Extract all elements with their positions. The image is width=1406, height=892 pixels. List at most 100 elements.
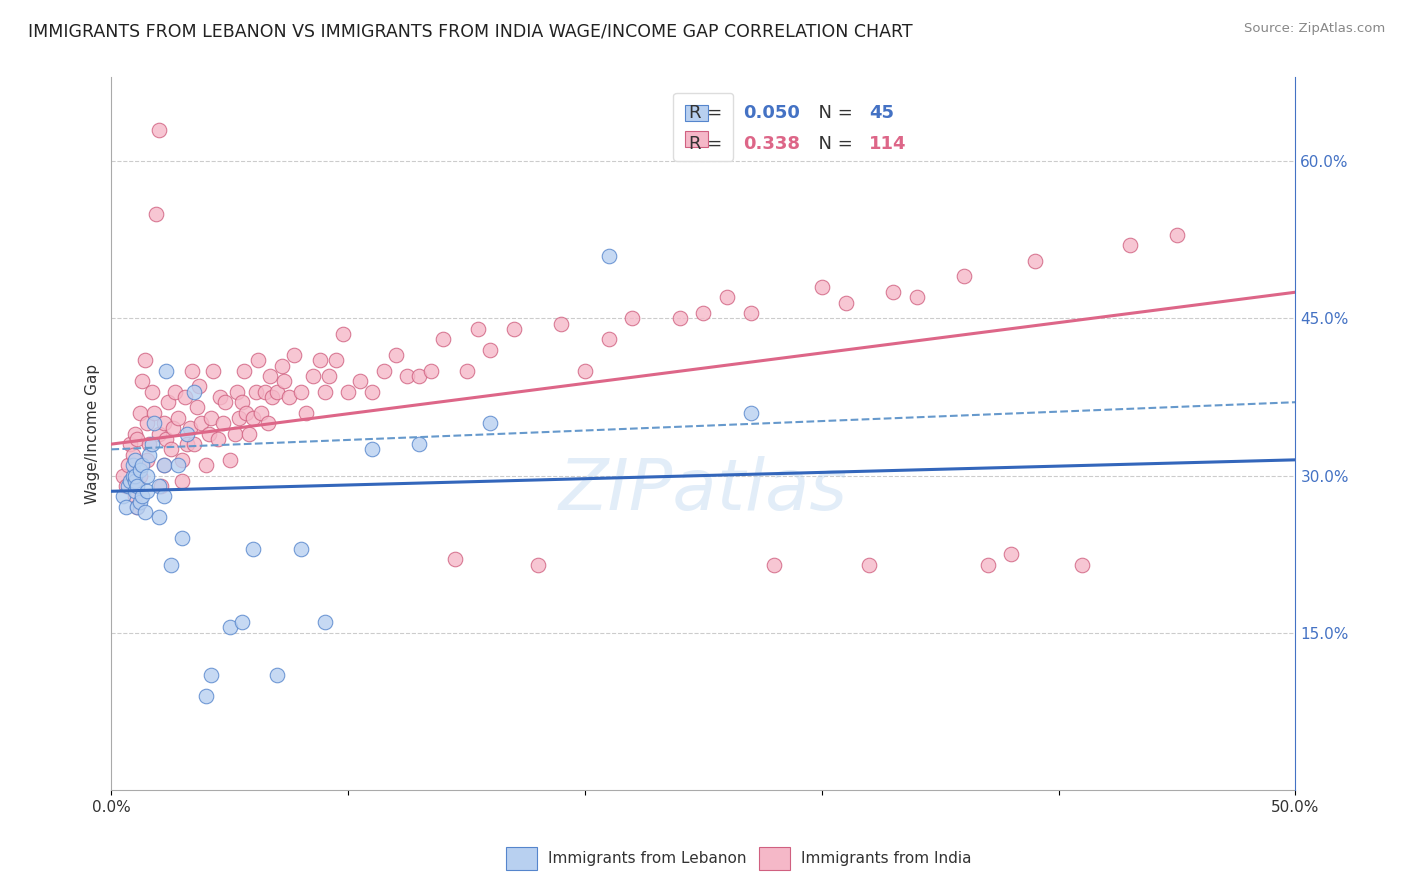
Point <box>124 490 146 504</box>
Point <box>120 474 142 488</box>
Point <box>143 406 166 420</box>
Point <box>271 359 294 373</box>
Point <box>131 490 153 504</box>
Point <box>145 206 167 220</box>
Point <box>249 406 271 420</box>
Point <box>228 411 250 425</box>
Point <box>262 390 284 404</box>
Text: ZIPatlas: ZIPatlas <box>560 456 848 525</box>
Point <box>165 384 187 399</box>
Point <box>155 364 177 378</box>
Point <box>337 384 360 399</box>
Point <box>245 384 267 399</box>
Text: Source: ZipAtlas.com: Source: ZipAtlas.com <box>1244 22 1385 36</box>
Point <box>152 416 174 430</box>
Point <box>247 353 270 368</box>
Point <box>273 374 295 388</box>
Point <box>200 667 222 681</box>
Text: N =: N = <box>807 103 859 122</box>
Point <box>124 426 146 441</box>
Point <box>740 306 762 320</box>
Point <box>179 421 201 435</box>
Point <box>218 620 240 634</box>
Point <box>124 468 146 483</box>
Point <box>152 490 174 504</box>
Point <box>148 510 170 524</box>
Point <box>396 369 419 384</box>
Point <box>128 468 150 483</box>
Point <box>134 353 156 368</box>
Point <box>976 558 998 572</box>
Point <box>1000 547 1022 561</box>
Point <box>159 442 181 457</box>
Y-axis label: Wage/Income Gap: Wage/Income Gap <box>86 364 100 504</box>
Point <box>254 384 277 399</box>
Point <box>503 322 526 336</box>
Point <box>127 432 149 446</box>
Point <box>121 468 143 483</box>
Point <box>128 406 150 420</box>
Point <box>202 364 225 378</box>
Point <box>290 384 312 399</box>
Point <box>1024 253 1046 268</box>
Point <box>131 458 153 472</box>
Point <box>128 463 150 477</box>
Point <box>373 364 395 378</box>
Point <box>242 541 264 556</box>
Point <box>195 458 218 472</box>
Point <box>183 384 205 399</box>
Point <box>1166 227 1188 242</box>
Point <box>188 379 211 393</box>
Point <box>197 426 219 441</box>
Text: N =: N = <box>807 135 859 153</box>
Point <box>128 494 150 508</box>
Point <box>266 384 288 399</box>
Point <box>211 416 233 430</box>
Point <box>166 411 188 425</box>
Point <box>905 290 928 304</box>
Text: R =: R = <box>689 135 728 153</box>
Point <box>114 500 136 514</box>
Point <box>278 390 301 404</box>
Point <box>259 369 281 384</box>
Point <box>112 468 135 483</box>
Point <box>148 479 170 493</box>
Point <box>124 474 146 488</box>
Point <box>235 406 257 420</box>
Point <box>186 401 208 415</box>
Point <box>138 437 160 451</box>
Point <box>157 395 180 409</box>
Text: 45: 45 <box>869 103 894 122</box>
Point <box>166 458 188 472</box>
Point <box>218 453 240 467</box>
Point <box>598 332 620 346</box>
Point <box>574 364 596 378</box>
Point <box>432 332 454 346</box>
Text: 0.050: 0.050 <box>744 103 800 122</box>
Point <box>384 348 406 362</box>
Point <box>120 437 142 451</box>
Point <box>283 348 305 362</box>
Point <box>953 269 976 284</box>
Point <box>117 458 139 472</box>
Point <box>143 416 166 430</box>
Point <box>294 406 316 420</box>
Point <box>141 437 163 451</box>
Point <box>256 416 278 430</box>
Point <box>332 327 354 342</box>
Point <box>183 437 205 451</box>
Text: R =: R = <box>689 103 728 122</box>
Point <box>159 558 181 572</box>
Point <box>121 448 143 462</box>
Point <box>233 364 256 378</box>
Point <box>136 484 159 499</box>
Point <box>124 484 146 499</box>
Point <box>1071 558 1094 572</box>
Point <box>290 541 312 556</box>
Point <box>162 421 184 435</box>
Point <box>308 353 330 368</box>
Point <box>150 479 173 493</box>
Point <box>195 689 218 703</box>
Point <box>456 364 478 378</box>
Point <box>668 311 690 326</box>
